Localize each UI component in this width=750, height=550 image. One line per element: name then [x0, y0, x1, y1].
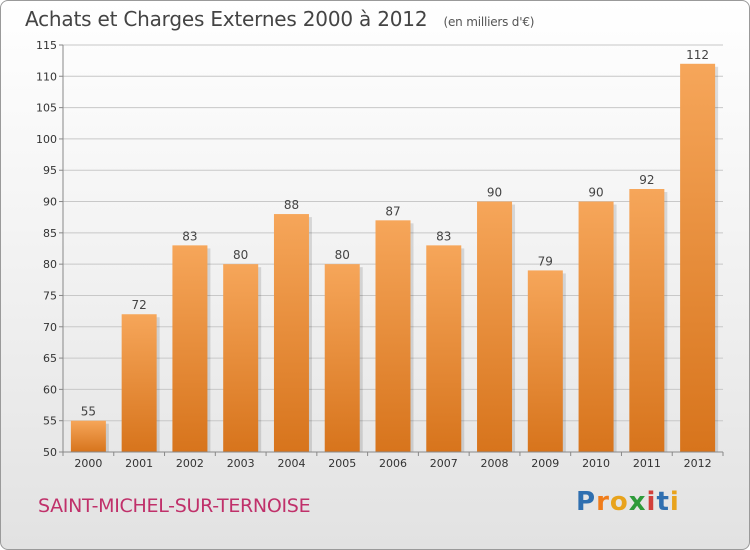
- data-label: 90: [588, 186, 603, 200]
- bar-2000: [70, 420, 106, 452]
- logo-letter: i: [669, 487, 680, 517]
- x-tick-label: 2006: [379, 457, 407, 470]
- data-labels: 55 72 83 80 88 80 87 83 90 79 90 92 112: [81, 48, 709, 419]
- data-label: 55: [81, 405, 96, 419]
- data-label: 79: [538, 254, 553, 268]
- x-tick-label: 2000: [74, 457, 102, 470]
- y-axis: 50 55 60 65 70 75 80 85 90 95 100 105 110 115: [36, 39, 64, 459]
- proxiti-logo: Proxiti: [576, 487, 680, 517]
- data-label: 83: [436, 229, 451, 243]
- y-tick-label: 105: [36, 102, 57, 115]
- x-tick-label: 2004: [277, 457, 305, 470]
- logo-letter: t: [656, 487, 670, 517]
- bar-2003: [223, 264, 259, 452]
- bar-2010: [578, 201, 614, 452]
- data-label: 83: [182, 229, 197, 243]
- x-tick-label: 2001: [125, 457, 153, 470]
- data-label: 87: [385, 204, 400, 218]
- x-tick-label: 2010: [582, 457, 610, 470]
- x-tick-label: 2005: [328, 457, 356, 470]
- x-tick-label: 2002: [176, 457, 204, 470]
- x-tick-label: 2008: [481, 457, 509, 470]
- y-tick-label: 110: [36, 70, 57, 83]
- bar-2004: [273, 214, 309, 452]
- logo-letter: i: [646, 487, 657, 517]
- x-tick-label: 2012: [684, 457, 712, 470]
- y-tick-label: 60: [43, 383, 57, 396]
- data-label: 112: [686, 48, 709, 62]
- y-tick-label: 85: [43, 227, 57, 240]
- y-tick-label: 100: [36, 133, 57, 146]
- bars: [70, 63, 719, 453]
- logo-letter: r: [596, 487, 610, 517]
- x-tick-label: 2011: [633, 457, 661, 470]
- bar-2002: [172, 245, 208, 452]
- data-label: 80: [233, 248, 248, 262]
- x-tick-label: 2009: [531, 457, 559, 470]
- bar-2008: [477, 201, 513, 452]
- bar-2005: [324, 264, 360, 452]
- data-label: 80: [335, 248, 350, 262]
- y-tick-label: 90: [43, 196, 57, 209]
- y-tick-label: 75: [43, 289, 57, 302]
- logo-letter: P: [576, 487, 597, 517]
- bar-2007: [426, 245, 462, 452]
- bar-2006: [375, 220, 411, 452]
- bar-2012: [680, 63, 716, 453]
- y-tick-label: 95: [43, 164, 57, 177]
- y-tick-label: 115: [36, 39, 57, 52]
- y-tick-label: 50: [43, 446, 57, 459]
- chart-title-text: Achats et Charges Externes 2000 à 2012: [25, 7, 428, 31]
- commune-name: SAINT-MICHEL-SUR-TERNOISE: [38, 495, 311, 517]
- chart-title: Achats et Charges Externes 2000 à 2012 (…: [25, 7, 534, 31]
- data-label: 90: [487, 186, 502, 200]
- bar-2011: [629, 189, 665, 452]
- y-tick-label: 80: [43, 258, 57, 271]
- y-tick-label: 65: [43, 352, 57, 365]
- bar-2009: [527, 270, 563, 452]
- data-label: 92: [639, 173, 654, 187]
- bar-2001: [121, 314, 157, 452]
- x-tick-label: 2003: [227, 457, 255, 470]
- logo-letter: o: [609, 487, 629, 517]
- data-label: 88: [284, 198, 299, 212]
- data-label: 72: [132, 298, 147, 312]
- y-tick-label: 70: [43, 321, 57, 334]
- x-tick-label: 2007: [430, 457, 458, 470]
- chart-unit: (en milliers d'€): [443, 15, 535, 29]
- x-axis: 2000 2001 2002 2003 2004 2005 2006 2007 2008 2009…: [62, 451, 724, 470]
- y-tick-label: 55: [43, 415, 57, 428]
- logo-letter: x: [628, 487, 647, 517]
